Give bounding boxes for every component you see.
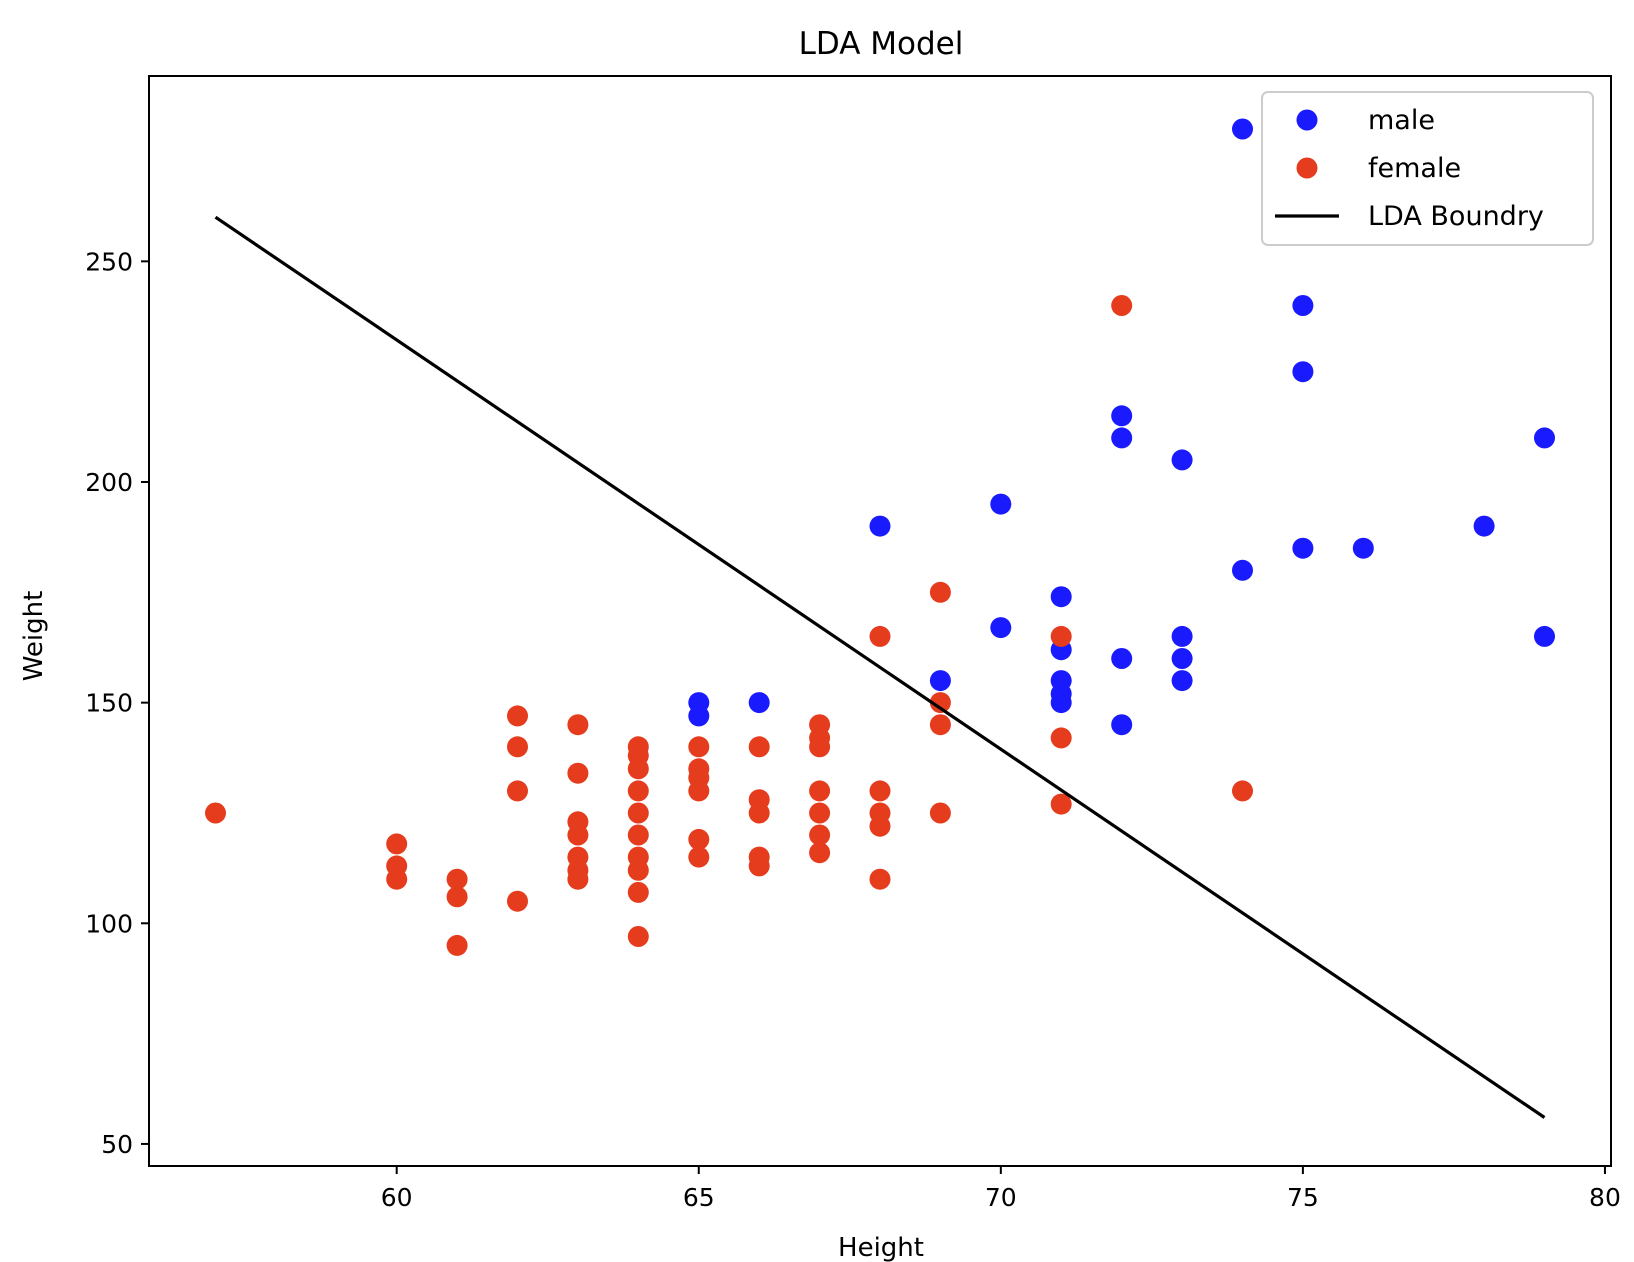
male-point: [1232, 559, 1253, 581]
legend-label-female: female: [1368, 153, 1461, 184]
male-point: [1111, 405, 1133, 427]
male-point: [748, 692, 770, 714]
male-point: [1171, 670, 1193, 692]
female-point: [1232, 780, 1253, 802]
y-axis-label: Weight: [19, 591, 49, 682]
female-point: [567, 762, 589, 784]
x-tick-label: 70: [985, 1183, 1017, 1212]
female-point: [929, 581, 951, 603]
female-point: [627, 824, 649, 846]
female-point: [688, 828, 710, 850]
female-point: [386, 833, 408, 855]
female-point: [688, 846, 710, 868]
female-point: [627, 802, 649, 824]
male-point: [688, 705, 710, 727]
y-tick-label: 150: [85, 689, 133, 718]
x-tick-label: 65: [683, 1183, 715, 1212]
lda-boundry-line: [214, 215, 1546, 1119]
x-tick-label: 60: [381, 1183, 413, 1212]
male-point: [1050, 692, 1072, 714]
female-point: [748, 855, 770, 877]
female-point: [869, 815, 891, 837]
male-point: [1534, 625, 1555, 647]
chart-title: LDA Model: [799, 26, 964, 62]
female-point: [869, 868, 891, 890]
female-point: [567, 868, 589, 890]
legend-marker-female: [1296, 157, 1318, 179]
male-point: [1232, 118, 1253, 140]
female-point: [205, 802, 226, 824]
axes-frame: [148, 75, 1612, 1167]
male-point: [1534, 427, 1555, 449]
female-point: [567, 714, 589, 736]
male-point: [1292, 361, 1314, 383]
female-point: [446, 886, 468, 908]
female-point: [1111, 295, 1133, 316]
male-point: [1111, 714, 1133, 736]
female-point: [1050, 727, 1072, 749]
y-tick-label: 200: [85, 468, 133, 497]
female-point: [627, 881, 649, 903]
plot-area: [205, 118, 1555, 1119]
female-point: [688, 780, 710, 802]
female-point: [809, 736, 831, 758]
female-point: [1050, 625, 1072, 647]
x-tick-label: 80: [1589, 1183, 1621, 1212]
female-point: [627, 758, 649, 780]
female-point: [809, 842, 831, 864]
male-point: [990, 493, 1012, 515]
y-tick-label: 50: [101, 1130, 133, 1159]
female-point: [627, 780, 649, 802]
female-point: [748, 736, 770, 758]
female-point: [507, 780, 528, 802]
female-point: [809, 780, 831, 802]
female-point: [386, 868, 408, 890]
female-point: [507, 890, 528, 912]
male-point: [1171, 648, 1193, 669]
female-point: [688, 736, 710, 758]
x-axis-label: Height: [838, 1233, 924, 1262]
male-point: [1352, 537, 1374, 559]
female-point: [869, 625, 891, 647]
x-tick-label: 75: [1287, 1183, 1319, 1212]
female-point: [929, 714, 951, 736]
legend: male female LDA Boundry: [1261, 91, 1594, 246]
female-point: [446, 868, 468, 890]
female-point: [627, 926, 649, 947]
male-point: [929, 670, 951, 692]
female-point: [1050, 793, 1072, 815]
female-point: [446, 934, 468, 956]
y-tick-label: 100: [85, 909, 133, 938]
legend-marker-male: [1296, 109, 1318, 131]
male-point: [869, 515, 891, 537]
female-point: [507, 736, 528, 758]
female-point: [809, 824, 831, 846]
male-point: [1473, 515, 1495, 537]
male-point: [1171, 449, 1193, 471]
female-point: [748, 802, 770, 824]
legend-label-male: male: [1368, 105, 1435, 136]
legend-box: [1261, 91, 1594, 246]
male-point: [1111, 427, 1133, 449]
male-point: [1292, 537, 1314, 559]
female-point: [929, 692, 951, 714]
male-point: [1171, 625, 1193, 647]
legend-label-lda-boundry: LDA Boundry: [1368, 201, 1544, 232]
female-point: [869, 780, 891, 802]
female-point: [929, 802, 951, 824]
female-point: [627, 859, 649, 881]
male-point: [990, 617, 1012, 639]
female-point: [809, 802, 831, 824]
male-point: [1050, 586, 1072, 608]
axes: 60 65 70 75 80 50 100 150 200 250: [85, 75, 1621, 1212]
female-point: [507, 705, 528, 727]
female-point: [567, 824, 589, 846]
male-point: [1292, 295, 1314, 316]
male-point: [1111, 648, 1133, 669]
y-tick-label: 250: [85, 247, 133, 276]
